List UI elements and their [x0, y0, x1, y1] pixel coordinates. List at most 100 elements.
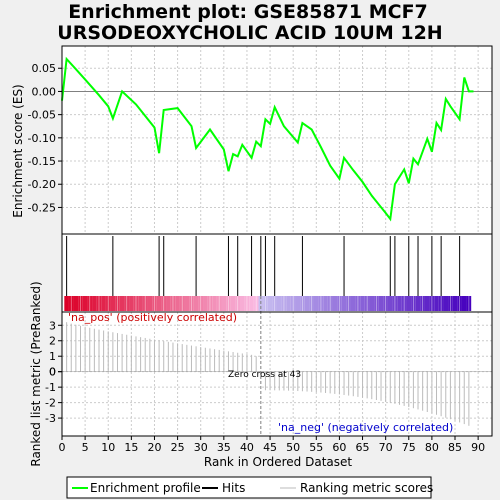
x-tick-label: 75	[402, 441, 416, 454]
heat-strip-cell	[443, 296, 449, 311]
heat-strip-cell	[304, 296, 310, 311]
heat-strip-cell	[156, 296, 162, 311]
x-tick-label: 40	[240, 441, 254, 454]
x-tick-label: 10	[101, 441, 115, 454]
heat-strip-cell	[424, 296, 430, 311]
x-tick-label: 5	[82, 441, 89, 454]
x-tick-label: 35	[217, 441, 231, 454]
chart-title-line-2: URSODEOXYCHOLIC ACID 10UM 12H	[57, 22, 442, 44]
x-tick-label: 50	[286, 441, 300, 454]
x-tick-label: 15	[124, 441, 138, 454]
chart-title-line-1: Enrichment plot: GSE85871 MCF7	[68, 1, 428, 23]
heat-strip-cell	[387, 296, 393, 311]
heat-strip-cell	[221, 296, 227, 311]
heat-strip-cell	[82, 296, 88, 311]
metric-tick-label: 3	[49, 319, 56, 332]
heat-strip-cell	[110, 296, 116, 311]
heat-strip-cell	[323, 296, 328, 311]
heat-strip-cell	[378, 296, 384, 311]
x-axis-ticks: 0 5 10 15 20 25 30 35 40 45 50 55 60 65 70 75 80 85 90	[59, 436, 485, 454]
heat-strip-cell	[230, 296, 236, 311]
heat-strip-cell	[267, 296, 273, 311]
heat-strip-cell	[101, 296, 106, 311]
heat-strip-cell	[147, 296, 153, 311]
es-tick-label: -0.05	[28, 109, 56, 122]
metric-tick-label: 2	[49, 335, 56, 348]
heat-strip-cell	[341, 296, 347, 311]
es-y-ticks: 0.05 0.00 -0.05 -0.10 -0.15 -0.20 -0.25	[28, 62, 62, 214]
heat-strip-cell	[434, 296, 439, 311]
heat-strip-cell	[369, 296, 375, 311]
es-panel	[62, 46, 492, 234]
es-y-axis-label: Enrichment score (ES)	[11, 84, 25, 217]
heat-strip-cell	[64, 296, 69, 311]
heat-strip-cell	[212, 296, 217, 311]
x-tick-label: 30	[194, 441, 208, 454]
metric-tick-label: -1	[45, 381, 56, 394]
heat-strip-cell	[193, 296, 199, 311]
es-tick-label: -0.10	[28, 132, 56, 145]
es-tick-label: 0.00	[32, 85, 57, 98]
heat-strip-cell	[452, 296, 458, 311]
x-tick-label: 85	[448, 441, 462, 454]
x-tick-label: 45	[263, 441, 277, 454]
heat-strip-cell	[397, 296, 402, 311]
heat-strip-cell	[240, 296, 245, 311]
es-tick-label: -0.20	[28, 178, 56, 191]
ranking-metric-bars	[62, 322, 492, 426]
es-tick-label: -0.25	[28, 201, 56, 214]
es-tick-label: -0.15	[28, 155, 56, 168]
heat-strip-cell	[415, 296, 421, 311]
heat-strip-cell	[332, 296, 338, 311]
x-tick-label: 60	[332, 441, 346, 454]
heat-strip-cell	[313, 296, 319, 311]
heat-strip-cell	[461, 296, 467, 311]
correlation-heat-strip	[64, 296, 472, 311]
x-tick-label: 65	[356, 441, 370, 454]
x-tick-label: 0	[59, 441, 66, 454]
heat-strip-cell	[119, 296, 125, 311]
heat-strip-cell	[166, 296, 171, 311]
metric-tick-label: 0	[49, 366, 56, 379]
legend-box	[66, 476, 432, 499]
legend-enrichment-profile: Enrichment profile	[90, 481, 201, 495]
heat-strip-cell	[203, 296, 208, 311]
legend-hits: Hits	[222, 481, 245, 495]
x-tick-label: 80	[425, 441, 439, 454]
heat-strip-cell	[138, 296, 143, 311]
es-tick-label: 0.05	[32, 62, 57, 75]
metric-panel	[62, 312, 492, 436]
x-tick-label: 70	[379, 441, 393, 454]
heat-strip-cell	[277, 296, 282, 311]
legend-ranking-metric-scores: Ranking metric scores	[300, 481, 433, 495]
metric-tick-label: 0	[49, 366, 56, 379]
metric-y-axis-label: Ranked list metric (PreRanked)	[29, 281, 43, 466]
metric-tick-label: 1	[49, 350, 56, 363]
heat-strip-cell	[249, 296, 254, 311]
x-tick-label: 25	[171, 441, 185, 454]
heat-strip-cell	[175, 296, 180, 311]
heat-strip-cell	[350, 296, 356, 311]
heat-strip-cell	[406, 296, 412, 311]
metric-tick-label: -3	[45, 412, 56, 425]
metric-tick-label: -2	[45, 397, 56, 410]
x-axis-label: Rank in Ordered Dataset	[204, 455, 352, 469]
enrichment-profile-line	[61, 56, 474, 222]
legend: Enrichment profile Hits Ranking metric s…	[66, 476, 433, 499]
hit-lines	[66, 236, 461, 296]
zero-cross-label: Zero cross at 43	[228, 370, 301, 380]
positive-correlation-label: 'na_pos' (positively correlated)	[68, 311, 237, 324]
heat-strip-cell	[295, 296, 301, 311]
heat-strip-cell	[92, 296, 97, 311]
metric-panel-border	[61, 311, 493, 437]
x-tick-label: 90	[471, 441, 485, 454]
heat-strip-cell	[184, 296, 190, 311]
negative-correlation-label: 'na_neg' (negatively correlated)	[278, 421, 453, 434]
heat-strip-cell	[129, 296, 134, 311]
heat-strip-cell	[360, 296, 365, 311]
heat-strip-cell	[286, 296, 291, 311]
x-tick-label: 20	[147, 441, 161, 454]
x-tick-label: 55	[309, 441, 323, 454]
